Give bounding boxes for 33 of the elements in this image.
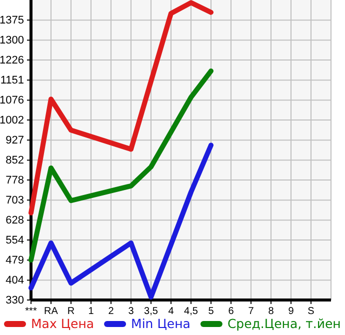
- x-tick-label: 1: [88, 306, 94, 318]
- y-tick-label: 852: [6, 154, 24, 167]
- x-tick-label: 3: [128, 306, 134, 318]
- x-tick-label: 7: [248, 306, 254, 318]
- y-tick-label: 554: [6, 234, 24, 247]
- x-tick-label: 9: [288, 306, 294, 318]
- y-tick-label: 1151: [0, 74, 24, 87]
- x-tick-label: 4: [168, 306, 174, 318]
- x-tick-label: 5: [208, 306, 214, 318]
- x-tick-label: ***: [25, 306, 37, 318]
- legend-label: Сред.Цена, т.йен: [227, 316, 341, 331]
- y-tick-label: 1076: [0, 94, 24, 107]
- x-tick-label: R: [67, 306, 75, 318]
- x-tick-label: S: [308, 306, 315, 318]
- y-tick-label: 1300: [0, 34, 24, 47]
- y-tick-label: 703: [6, 194, 24, 207]
- x-tick-label: 3,5: [144, 306, 158, 318]
- y-tick-label: 479: [6, 254, 24, 267]
- y-tick-label: 628: [6, 214, 24, 227]
- x-tick-label: 8: [268, 306, 274, 318]
- x-tick-label: RA: [44, 306, 58, 318]
- y-tick-label: 778: [6, 174, 24, 187]
- x-tick-label: 6: [228, 306, 234, 318]
- legend-label: Max Цена: [31, 316, 94, 331]
- y-tick-label: 927: [6, 134, 24, 147]
- x-tick-label: 4,5: [184, 306, 198, 318]
- y-tick-label: 404: [6, 274, 24, 287]
- y-tick-label: 1375: [0, 14, 24, 27]
- y-tick-label: 1002: [0, 114, 24, 127]
- x-tick-label: 2: [108, 306, 114, 318]
- y-tick-label: 1226: [0, 54, 24, 67]
- legend-label: Min Цена: [131, 316, 190, 331]
- y-tick-label: 330: [6, 294, 24, 307]
